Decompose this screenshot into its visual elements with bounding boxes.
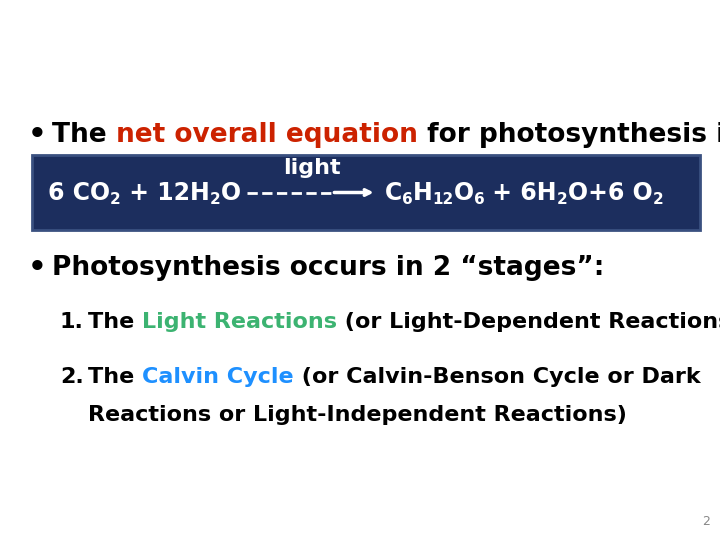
Text: H: H <box>413 180 432 205</box>
Text: + 6H: + 6H <box>485 180 557 205</box>
Text: The: The <box>88 312 142 332</box>
Text: •: • <box>28 254 47 282</box>
Text: (or Light-Dependent Reactions): (or Light-Dependent Reactions) <box>337 312 720 332</box>
Text: + 12H: + 12H <box>121 180 210 205</box>
Text: 2: 2 <box>702 515 710 528</box>
Text: 6: 6 <box>474 192 485 207</box>
Text: O: O <box>454 180 474 205</box>
Text: for photosynthesis is:: for photosynthesis is: <box>418 122 720 148</box>
Text: light: light <box>283 159 341 179</box>
Text: 1.: 1. <box>60 312 84 332</box>
Text: The: The <box>52 122 116 148</box>
Text: •: • <box>28 121 47 149</box>
Text: (or Calvin-Benson Cycle or Dark: (or Calvin-Benson Cycle or Dark <box>294 367 701 387</box>
Text: 6: 6 <box>402 192 413 207</box>
Text: O+6 O: O+6 O <box>567 180 652 205</box>
Text: 2: 2 <box>557 192 567 207</box>
Text: Photosynthesis occurs in 2 “stages”:: Photosynthesis occurs in 2 “stages”: <box>52 255 604 281</box>
Text: Light Reactions: Light Reactions <box>142 312 337 332</box>
Text: 2.: 2. <box>60 367 84 387</box>
Text: 2: 2 <box>210 192 220 207</box>
Text: net overall equation: net overall equation <box>116 122 418 148</box>
Text: 6 CO: 6 CO <box>48 180 110 205</box>
FancyBboxPatch shape <box>32 155 700 230</box>
Text: 2: 2 <box>110 192 121 207</box>
Text: Reactions or Light-Independent Reactions): Reactions or Light-Independent Reactions… <box>88 405 627 425</box>
Text: C: C <box>384 180 402 205</box>
Text: 12: 12 <box>432 192 454 207</box>
Text: Calvin Cycle: Calvin Cycle <box>142 367 294 387</box>
Text: O: O <box>220 180 240 205</box>
Text: The: The <box>88 367 142 387</box>
Text: 2: 2 <box>652 192 663 207</box>
